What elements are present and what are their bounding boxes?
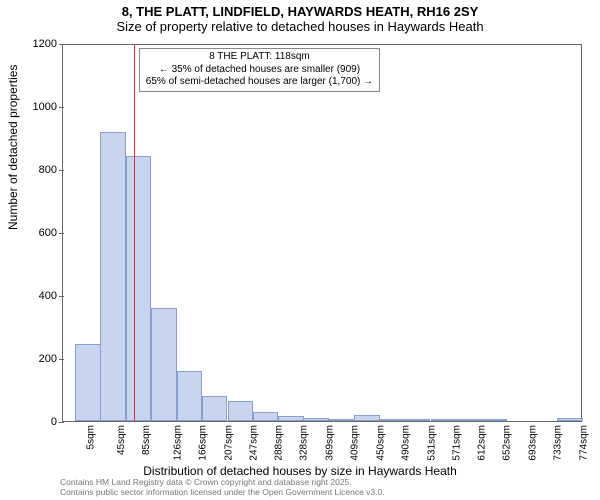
histogram-bar [126,156,151,421]
y-tick: 400 [39,290,63,302]
x-tick: 450sqm [375,425,386,461]
x-tick: 207sqm [223,425,234,461]
histogram-bar [354,415,379,421]
footer-line2: Contains public sector information licen… [60,488,385,498]
histogram-bar [253,412,278,421]
x-tick: 733sqm [553,425,564,461]
histogram-bar [456,419,481,421]
footer: Contains HM Land Registry data © Crown c… [60,478,385,498]
chart-container: 8, THE PLATT, LINDFIELD, HAYWARDS HEATH,… [0,0,600,500]
x-tick: 328sqm [299,425,310,461]
annotation-line: 65% of semi-detached houses are larger (… [146,76,373,89]
annotation-line: ← 35% of detached houses are smaller (90… [146,64,373,77]
histogram-bar [481,419,506,421]
title-block: 8, THE PLATT, LINDFIELD, HAYWARDS HEATH,… [0,0,600,34]
y-tick: 800 [39,164,63,176]
histogram-bar [329,419,354,421]
x-tick: 409sqm [350,425,361,461]
x-tick: 85sqm [141,425,152,455]
x-tick: 531sqm [426,425,437,461]
x-tick: 45sqm [116,425,127,455]
histogram-bar [431,419,456,421]
x-tick: 693sqm [528,425,539,461]
y-tick: 0 [51,416,63,428]
x-axis-label: Distribution of detached houses by size … [0,464,600,478]
y-tick: 200 [39,353,63,365]
histogram-bar [202,396,227,421]
histogram-bar [303,418,328,421]
histogram-bar [405,419,430,421]
histogram-bar [177,371,202,421]
plot-area: 0200400600800100012005sqm45sqm85sqm126sq… [62,44,582,422]
x-tick: 247sqm [248,425,259,461]
title-line2: Size of property relative to detached ho… [0,19,600,34]
y-axis-label: Number of detached properties [6,65,20,230]
title-line1: 8, THE PLATT, LINDFIELD, HAYWARDS HEATH,… [0,4,600,19]
histogram-bar [278,416,303,421]
x-tick: 612sqm [477,425,488,461]
x-tick: 288sqm [274,425,285,461]
x-tick: 571sqm [451,425,462,461]
histogram-bar [151,308,176,421]
x-tick: 166sqm [197,425,208,461]
x-tick: 5sqm [85,425,96,449]
x-tick: 774sqm [578,425,589,461]
histogram-bar [228,401,253,421]
y-tick: 600 [39,227,63,239]
x-tick: 652sqm [502,425,513,461]
x-tick: 490sqm [400,425,411,461]
histogram-bar [380,419,405,421]
histogram-bar [100,132,125,421]
histogram-bar [75,344,100,421]
annotation-line: 8 THE PLATT: 118sqm [146,51,373,64]
x-tick: 369sqm [325,425,336,461]
x-tick: 126sqm [172,425,183,461]
marker-line [134,45,135,421]
histogram-bar [557,418,582,421]
y-tick: 1000 [33,101,63,113]
annotation-box: 8 THE PLATT: 118sqm← 35% of detached hou… [139,48,380,92]
y-tick: 1200 [33,38,63,50]
